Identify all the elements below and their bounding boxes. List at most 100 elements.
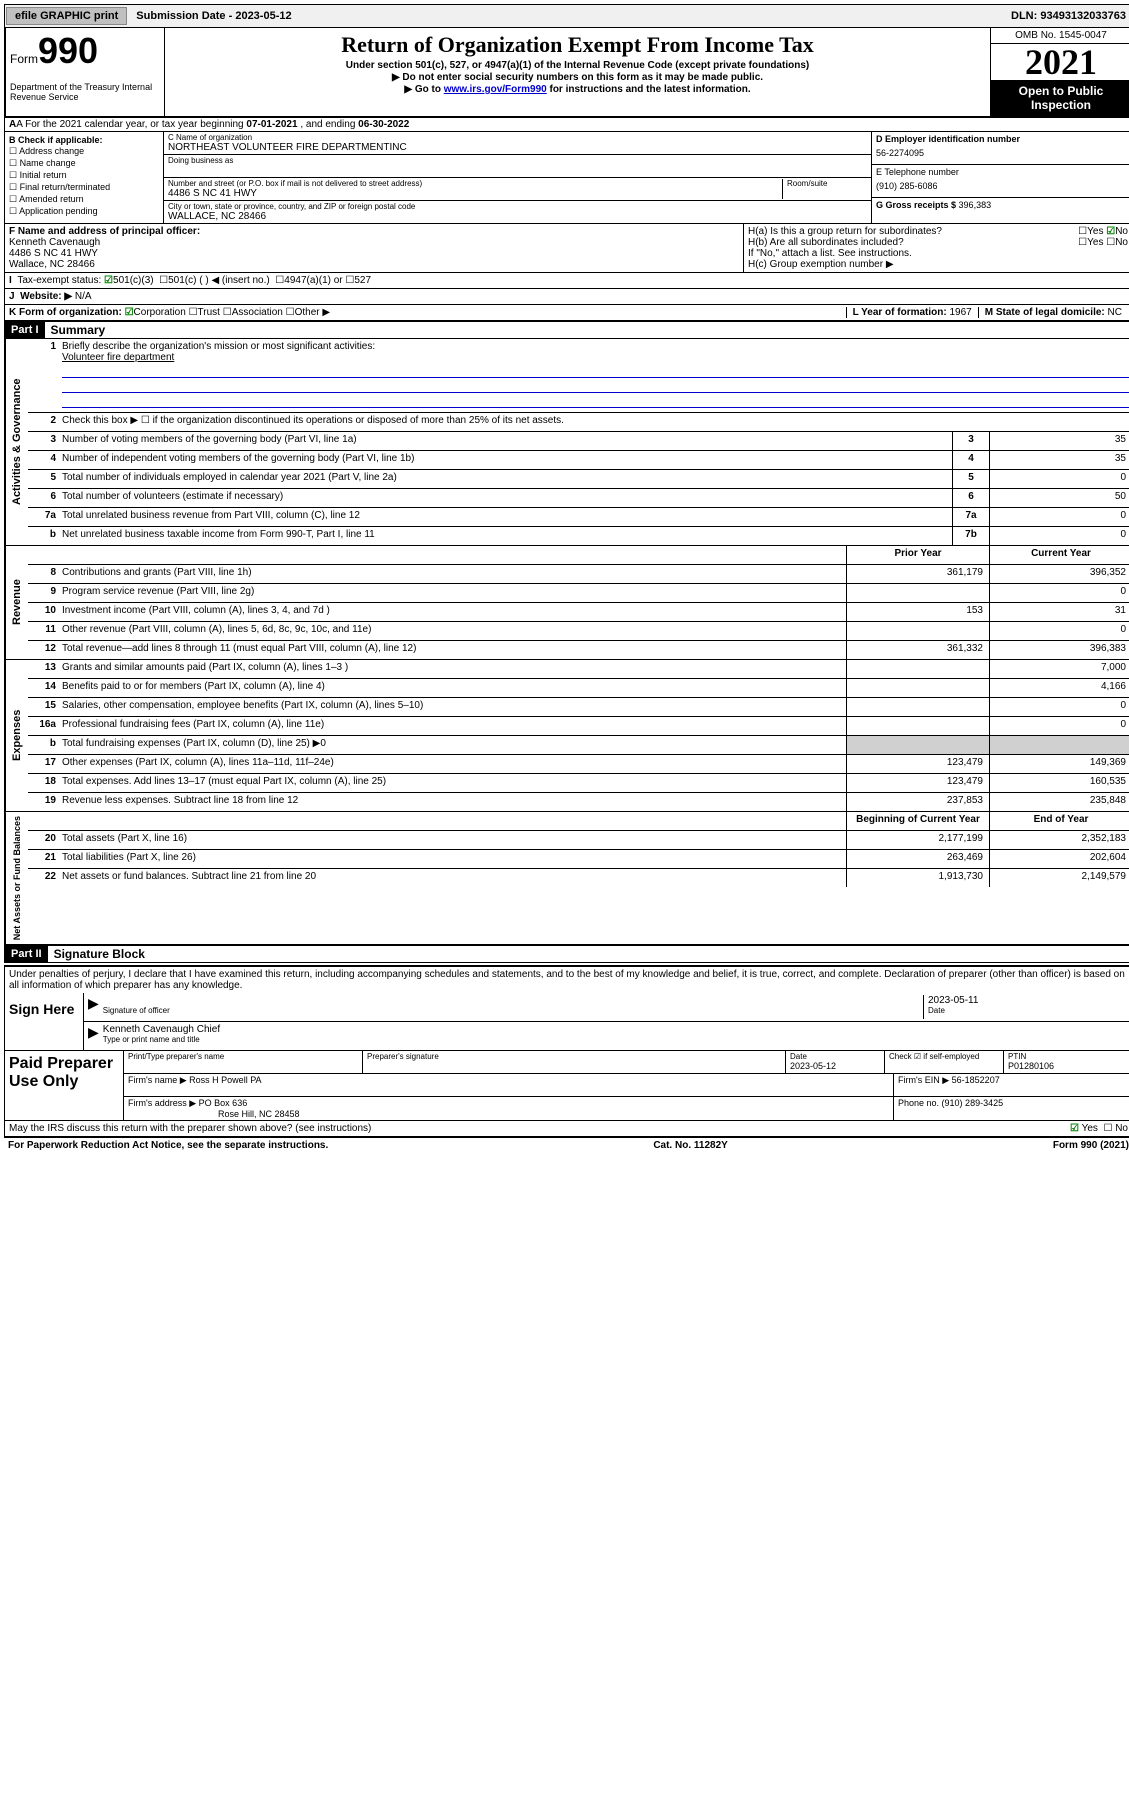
side-label-bal: Net Assets or Fund Balances	[5, 812, 28, 944]
col-b-checkboxes: B Check if applicable: ☐ Address change …	[5, 132, 164, 223]
lbl-app: Application pending	[19, 206, 98, 216]
may-label: May the IRS discuss this return with the…	[9, 1123, 371, 1134]
website-value: N/A	[75, 291, 92, 302]
efile-print-button[interactable]: efile GRAPHIC print	[6, 7, 127, 25]
r19-py: 237,853	[846, 793, 989, 811]
chk-amended-return[interactable]: ☐ Amended return	[9, 194, 159, 205]
r3-val: 35	[989, 432, 1129, 450]
form-header: Form 990 Department of the Treasury Inte…	[4, 28, 1129, 118]
r17-py: 123,479	[846, 755, 989, 773]
r16b-cy	[989, 736, 1129, 754]
header-left: Form 990 Department of the Treasury Inte…	[6, 28, 165, 116]
r20-desc: Total assets (Part X, line 16)	[60, 831, 846, 849]
chk-may-yes[interactable]: ☑	[1070, 1123, 1079, 1134]
row-k-form-org: K Form of organization: ☑ Corporation ☐ …	[4, 305, 1129, 321]
firm-name: Ross H Powell PA	[189, 1075, 261, 1085]
chk-initial-return[interactable]: ☐ Initial return	[9, 170, 159, 181]
chk-se-lbl: Check ☑ if self-employed	[889, 1052, 979, 1061]
may-no: No	[1115, 1123, 1128, 1134]
r11-desc: Other revenue (Part VIII, column (A), li…	[60, 622, 846, 640]
open-public-badge: Open to Public Inspection	[991, 80, 1129, 116]
r12-cy: 396,383	[989, 641, 1129, 659]
footer-form: Form 990 (2021)	[1053, 1140, 1129, 1151]
ps-label: Preparer's signature	[367, 1052, 781, 1061]
r8-cy: 396,352	[989, 565, 1129, 583]
row-j-website: J Website: ▶ N/A	[4, 289, 1129, 305]
r8-py: 361,179	[846, 565, 989, 583]
org-name-label: C Name of organization	[168, 133, 867, 142]
ein-label: D Employer identification number	[876, 134, 1020, 144]
r22-desc: Net assets or fund balances. Subtract li…	[60, 869, 846, 887]
r14-desc: Benefits paid to or for members (Part IX…	[60, 679, 846, 697]
tax-year-end: 06-30-2022	[358, 119, 409, 130]
row-a-tax-year: AA For the 2021 calendar year, or tax ye…	[4, 118, 1129, 132]
r7a-val: 0	[989, 508, 1129, 526]
r11-cy: 0	[989, 622, 1129, 640]
section-bcd: B Check if applicable: ☐ Address change …	[4, 132, 1129, 224]
lbl-4947: 4947(a)(1) or	[284, 275, 342, 286]
hb-answer: ☐Yes ☐No	[1078, 237, 1128, 248]
officer-addr1: 4486 S NC 41 HWY	[9, 248, 98, 259]
lbl-501c3: 501(c)(3)	[113, 275, 154, 286]
page-footer: For Paperwork Reduction Act Notice, see …	[4, 1137, 1129, 1153]
principal-officer: F Name and address of principal officer:…	[5, 224, 743, 272]
gross-label: G Gross receipts $	[876, 200, 959, 210]
lbl-amend: Amended return	[19, 194, 84, 204]
ptin-value: P01280106	[1008, 1061, 1128, 1071]
fein-label: Firm's EIN ▶	[898, 1075, 949, 1085]
r18-py: 123,479	[846, 774, 989, 792]
chk-address-change[interactable]: ☐ Address change	[9, 146, 159, 157]
r14-cy: 4,166	[989, 679, 1129, 697]
r16a-cy: 0	[989, 717, 1129, 735]
perjury-declaration: Under penalties of perjury, I declare th…	[5, 967, 1129, 993]
dln-value: 93493132033763	[1040, 10, 1126, 22]
row-a-pre: A For the 2021 calendar year, or tax yea…	[16, 119, 246, 130]
may-discuss-row: May the IRS discuss this return with the…	[5, 1120, 1129, 1136]
M-lbl: M State of legal domicile:	[985, 307, 1108, 318]
fein-value: 56-1852207	[952, 1075, 1000, 1085]
r7a-desc: Total unrelated business revenue from Pa…	[60, 508, 952, 526]
dba-label: Doing business as	[168, 156, 867, 165]
part2-title: Signature Block	[48, 947, 145, 961]
r8-desc: Contributions and grants (Part VIII, lin…	[60, 565, 846, 583]
pdate-value: 2023-05-12	[790, 1061, 880, 1071]
chk-501c3[interactable]: ☑	[104, 275, 113, 286]
tax-year-begin: 07-01-2021	[246, 119, 297, 130]
gross-value: 396,383	[959, 200, 992, 210]
L-lbl: L Year of formation:	[853, 307, 950, 318]
submission-date-value: 2023-05-12	[235, 10, 291, 22]
r19-desc: Revenue less expenses. Subtract line 18 …	[60, 793, 846, 811]
addr-label: Number and street (or P.O. box if mail i…	[168, 179, 782, 188]
top-bar: efile GRAPHIC print Submission Date - 20…	[4, 4, 1129, 28]
r21-e: 202,604	[989, 850, 1129, 868]
col-b-title: B Check if applicable:	[9, 135, 103, 145]
hb-no: No	[1115, 237, 1128, 248]
r7b-desc: Net unrelated business taxable income fr…	[60, 527, 952, 545]
r14-py	[846, 679, 989, 697]
part1-title: Summary	[45, 323, 106, 337]
department-label: Department of the Treasury Internal Reve…	[10, 82, 160, 102]
L-val: 1967	[949, 307, 971, 318]
part1-tag: Part I	[5, 322, 45, 338]
officer-addr2: Wallace, NC 28466	[9, 259, 95, 270]
faddr1: PO Box 636	[199, 1098, 248, 1108]
lbl-final: Final return/terminated	[20, 182, 111, 192]
chk-application-pending[interactable]: ☐ Application pending	[9, 206, 159, 217]
chk-final-return[interactable]: ☐ Final return/terminated	[9, 182, 159, 193]
chk-self-employed[interactable]: Check ☑ if self-employed	[889, 1052, 999, 1061]
chk-corporation[interactable]: ☑	[125, 307, 134, 318]
r6-box: 6	[952, 489, 989, 507]
irs-link[interactable]: www.irs.gov/Form990	[444, 84, 547, 95]
r12-desc: Total revenue—add lines 8 through 11 (mu…	[60, 641, 846, 659]
pdate-label: Date	[790, 1052, 880, 1061]
r11-py	[846, 622, 989, 640]
sign-here-label: Sign Here	[5, 993, 84, 1050]
pt-label: Print/Type preparer's name	[128, 1052, 358, 1061]
chk-name-change[interactable]: ☐ Name change	[9, 158, 159, 169]
r3-desc: Number of voting members of the governin…	[60, 432, 952, 450]
r15-cy: 0	[989, 698, 1129, 716]
officer-name: Kenneth Cavenaugh	[9, 237, 100, 248]
r5-desc: Total number of individuals employed in …	[60, 470, 952, 488]
ha-label: H(a) Is this a group return for subordin…	[748, 226, 942, 237]
footer-pra: For Paperwork Reduction Act Notice, see …	[8, 1140, 328, 1151]
